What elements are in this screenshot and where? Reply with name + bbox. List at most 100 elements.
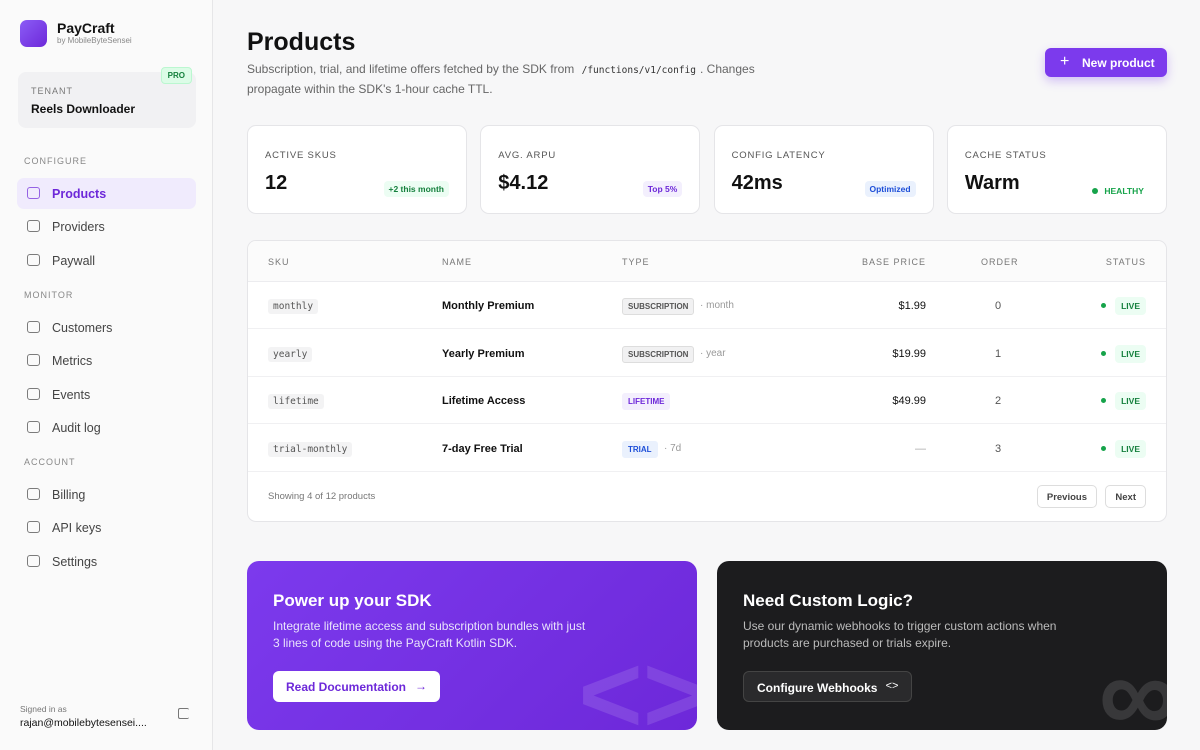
- logout-button[interactable]: [178, 708, 189, 719]
- signed-in-label: Signed in as: [20, 704, 67, 714]
- column-header: STATUS: [1105, 257, 1146, 267]
- card-button[interactable]: Configure Webhooks: [743, 671, 913, 702]
- nav-item[interactable]: Billing: [17, 479, 196, 510]
- brand: PayCraft: [57, 20, 115, 36]
- tenant-name: Reels Downloader: [31, 102, 136, 116]
- sku-code: trial-monthly: [268, 441, 353, 457]
- nav-item[interactable]: API keys: [17, 512, 196, 543]
- type-badge: LIFETIME: [622, 393, 671, 410]
- card-decoration: ∞: [1098, 633, 1167, 730]
- nav-section-title: MONITOR: [24, 289, 74, 300]
- stat-badge: Top 5%: [642, 181, 683, 197]
- order: 0: [995, 300, 1002, 312]
- stat-card: AVG. ARPU $4.12 Top 5%: [480, 125, 701, 214]
- sku-code: yearly: [268, 346, 313, 362]
- stat-card: ACTIVE SKUS 12 +2 this month: [247, 125, 467, 214]
- stat-badge: +2 this month: [383, 181, 449, 197]
- stat-label: CACHE STATUS: [964, 150, 1047, 161]
- table-row[interactable]: monthly Monthly Premium SUBSCRIPTION · mont…: [248, 282, 1166, 329]
- stat-label: CONFIG LATENCY: [731, 150, 826, 161]
- status-badge: LIVE: [1115, 344, 1146, 363]
- type-badge: SUBSCRIPTION: [622, 345, 695, 363]
- table-header: SKU NAME TYPE BASE PRICE ORDER STATUS: [248, 241, 1166, 282]
- brand-sub: by MobileByteSensei: [57, 36, 132, 45]
- nav-icon: [27, 220, 40, 233]
- status-dot: [1101, 398, 1106, 403]
- product-name: Monthly Premium: [442, 300, 535, 312]
- status-dot: [1101, 303, 1106, 308]
- sku-code: monthly: [268, 299, 319, 314]
- plan-badge: PRO: [160, 67, 192, 84]
- nav-item[interactable]: Products: [17, 178, 196, 209]
- nav-icon: [27, 187, 40, 199]
- status-dot: [1101, 350, 1106, 356]
- nav-item[interactable]: Customers: [17, 312, 196, 343]
- product-name: 7-day Free Trial: [442, 442, 523, 455]
- type-detail: · month: [700, 300, 734, 311]
- status-dot: [1101, 445, 1106, 451]
- card-decoration: <>: [578, 633, 697, 730]
- table-row[interactable]: yearly Yearly Premium SUBSCRIPTION · year $1…: [248, 330, 1166, 377]
- column-header: BASE PRICE: [861, 257, 926, 267]
- order: 3: [995, 442, 1002, 455]
- stat-label: ACTIVE SKUS: [265, 150, 337, 161]
- nav-item[interactable]: Providers: [17, 211, 196, 242]
- order: 1: [995, 347, 1002, 360]
- nav-item[interactable]: Settings: [17, 546, 196, 577]
- type-detail: · 7d: [664, 442, 682, 454]
- nav-icon: [27, 521, 40, 534]
- base-price: $1.99: [898, 300, 926, 312]
- promo-card: Need Custom Logic? Use our dynamic webhoo…: [717, 561, 1167, 730]
- desc-text: . Changes propagate within the SDK's 1-h…: [247, 62, 755, 96]
- desc-code: /functions/v1/config: [581, 65, 696, 76]
- column-header: NAME: [442, 257, 473, 267]
- product-name: Yearly Premium: [442, 347, 525, 360]
- stat-card: CONFIG LATENCY 42ms Optimized: [713, 125, 934, 214]
- nav-item[interactable]: Audit log: [17, 412, 196, 443]
- nav-icon: [27, 488, 40, 501]
- base-price: $49.99: [892, 395, 926, 407]
- nav-item[interactable]: Events: [17, 379, 196, 410]
- base-price: —: [915, 442, 926, 455]
- status-badge: LIVE: [1115, 439, 1146, 458]
- card-text: Use our dynamic webhooks to trigger cust…: [743, 619, 1057, 650]
- product-name: Lifetime Access: [442, 395, 526, 407]
- nav-item[interactable]: Metrics: [17, 345, 196, 376]
- products-table: SKU NAME TYPE BASE PRICE ORDER STATUS monthly M…: [247, 240, 1167, 522]
- page-title: Products: [247, 28, 356, 56]
- table-row[interactable]: lifetime Lifetime Access LIFETIME $49.99 2 LI…: [248, 377, 1166, 424]
- stat-label: AVG. ARPU: [498, 150, 557, 161]
- card-title: Power up your SDK: [273, 591, 432, 610]
- nav-icon: [27, 554, 40, 567]
- nav-icon: [27, 354, 40, 367]
- tenant-label: TENANT: [31, 86, 73, 96]
- nav-section-title: ACCOUNT: [24, 457, 76, 468]
- nav-item[interactable]: Paywall: [17, 245, 196, 276]
- new-product-button[interactable]: New product: [1045, 48, 1167, 77]
- stat-badge: Optimized: [864, 181, 916, 197]
- table-row[interactable]: trial-monthly 7-day Free Trial TRIAL · 7d — 3…: [248, 425, 1166, 472]
- page-description: Subscription, trial, and lifetime offers…: [247, 60, 787, 99]
- column-header: TYPE: [622, 257, 650, 267]
- card-button[interactable]: Read Documentation: [273, 671, 441, 702]
- status-badge: LIVE: [1115, 392, 1146, 410]
- nav-icon: [27, 320, 40, 333]
- desc-text: Subscription, trial, and lifetime offers…: [247, 62, 575, 76]
- type-detail: · year: [700, 347, 726, 359]
- column-header: ORDER: [981, 257, 1019, 267]
- stat-value: 42ms: [731, 172, 783, 194]
- card-title: Need Custom Logic?: [743, 591, 914, 610]
- promo-card: Power up your SDK Integrate lifetime acce…: [247, 561, 697, 730]
- stat-card: CACHE STATUS Warm HEALTHY: [946, 125, 1167, 214]
- nav-section-title: CONFIGURE: [24, 156, 87, 166]
- status-badge: LIVE: [1115, 297, 1146, 315]
- stat-badge: HEALTHY: [1087, 183, 1149, 199]
- column-header: SKU: [268, 257, 290, 267]
- nav-icon: [27, 420, 40, 433]
- pagination-summary: Showing 4 of 12 products: [268, 491, 376, 502]
- next-button[interactable]: Next: [1105, 485, 1146, 508]
- order: 2: [995, 395, 1002, 407]
- previous-button[interactable]: Previous: [1036, 485, 1097, 508]
- tenant-switcher[interactable]: TENANT Reels Downloader PRO: [18, 67, 196, 128]
